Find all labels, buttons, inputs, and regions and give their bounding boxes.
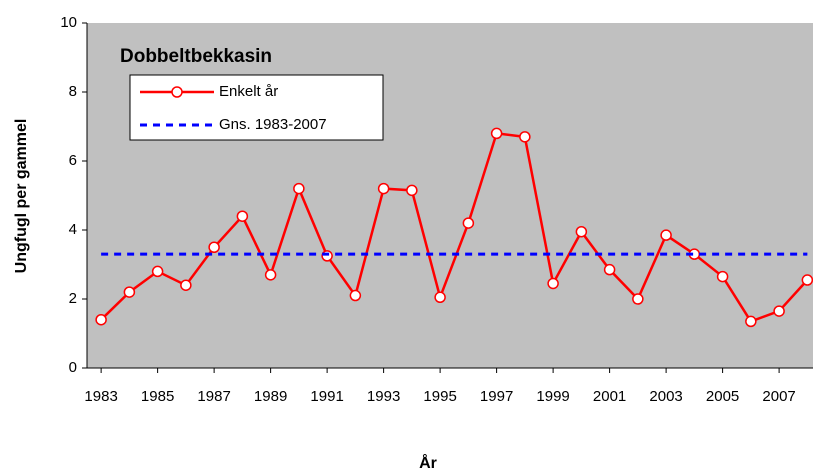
y-tick-label: 10 [60,14,77,31]
x-tick-label: 1983 [84,388,117,405]
y-tick-label: 2 [69,290,77,307]
legend-marker [171,86,183,98]
y-tick-label: 6 [69,152,77,169]
point [801,274,813,286]
x-tick-label: 1995 [423,388,456,405]
point [490,127,503,140]
point [151,265,164,278]
point [462,217,475,229]
point [293,182,305,195]
point [123,286,136,298]
x-tick-label: 1993 [367,388,400,405]
x-tick-label: 2003 [649,388,682,405]
point [434,291,446,304]
point [208,241,220,253]
point [180,279,192,291]
point [547,277,559,290]
y-tick-label: 8 [69,83,77,100]
y-tick-label: 0 [69,359,77,376]
x-tick-label: 1999 [536,388,569,405]
point [95,313,107,326]
point [519,131,531,143]
point [716,270,729,283]
point [321,250,333,262]
point [575,225,588,238]
x-tick-label: 1997 [480,388,513,405]
x-tick-label: 1987 [197,388,230,405]
point [660,229,672,241]
y-axis-label: Ungfugl per gammel [13,119,30,274]
legend-label: Gns. 1983-2007 [219,116,327,133]
point [349,289,362,302]
point [603,263,616,276]
x-tick-label: 2001 [593,388,626,405]
x-tick-label: 1985 [141,388,174,405]
point [236,210,249,222]
point [632,293,644,305]
legend-label: Enkelt år [219,83,278,100]
point [773,305,785,317]
x-tick-label: 2007 [762,388,795,405]
legend-box [129,74,384,141]
point [377,182,390,195]
point [745,315,757,328]
point [406,184,418,197]
point [264,269,277,281]
x-axis-label: År [419,453,437,472]
x-tick-label: 1991 [310,388,343,405]
chart-title: Dobbeltbekkasin [120,46,272,67]
x-tick-label: 1989 [254,388,287,405]
y-tick-label: 4 [69,221,77,238]
x-tick-label: 2005 [706,388,739,405]
